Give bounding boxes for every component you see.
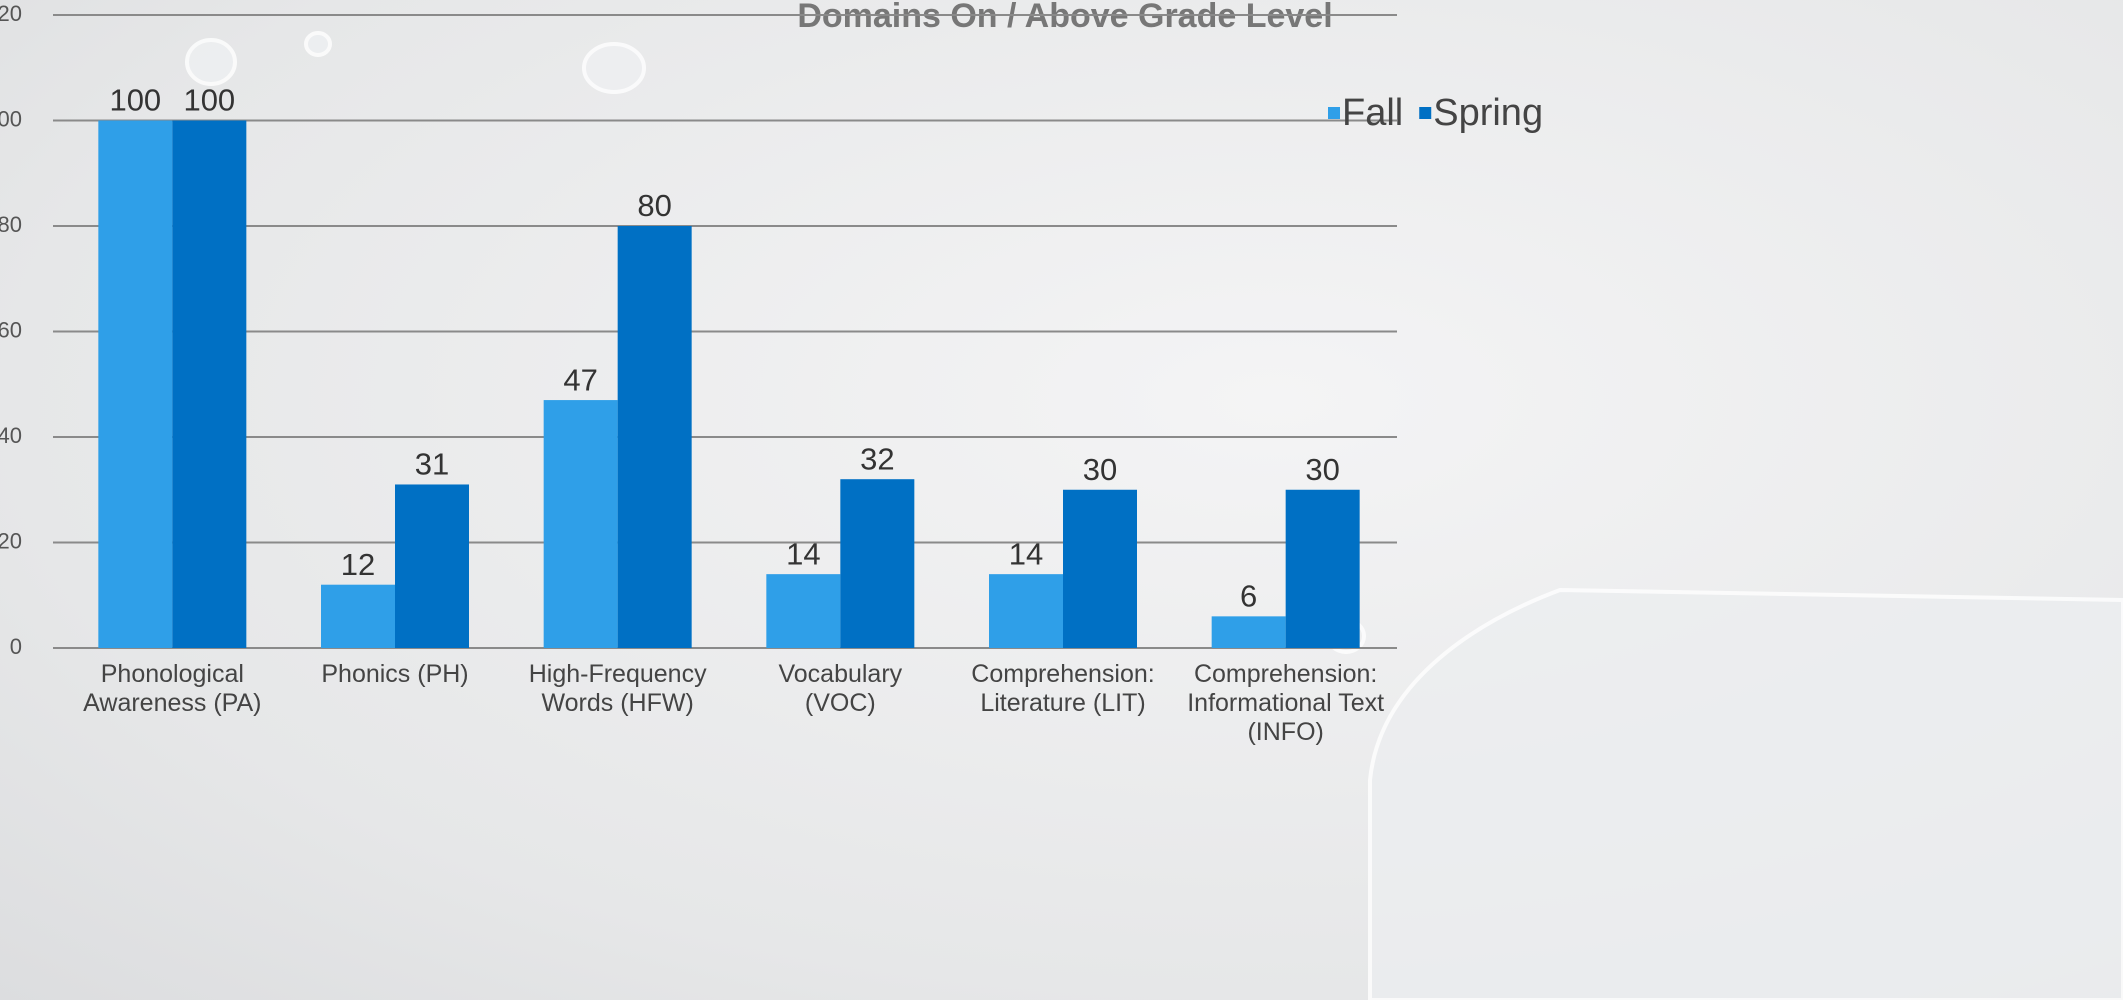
bar [989,574,1063,648]
bar [617,226,692,648]
value-label: 14 [1009,536,1043,571]
y-tick-label: 40 [0,423,22,448]
y-tick-label: 20 [0,528,22,553]
bar [766,574,841,648]
value-label: 30 [1083,452,1117,487]
x-tick-label: Comprehension: Literature (LIT) [971,660,1155,717]
value-label: 12 [341,547,375,582]
legend-label: Spring [1433,92,1543,134]
legend-swatch [1328,107,1340,119]
y-tick-label: 100 [0,106,22,131]
value-label: 6 [1240,579,1257,614]
value-label: 31 [415,447,449,482]
value-label: 47 [563,362,597,397]
bar [1285,489,1360,648]
x-tick-label: High-Frequency Words (HFW) [528,660,707,717]
legend-label: Fall [1342,92,1403,134]
value-label: 80 [637,188,671,223]
x-tick-label: Phonological Awareness (PA) [83,660,262,717]
x-tick-label: Phonics (PH) [321,660,469,688]
value-label: 32 [860,441,894,476]
bar [1063,489,1137,648]
bar [840,479,915,648]
y-tick-label: 80 [0,212,22,237]
value-label: 30 [1305,452,1339,487]
x-tick-label: Vocabulary (VOC) [778,660,903,717]
value-label: 100 [183,83,235,118]
bar [543,400,618,648]
x-tick-label: Comprehension: Informational Text (INFO) [1187,660,1385,746]
y-tick-label: 0 [10,634,22,659]
bar [321,584,395,648]
bar [1211,616,1286,648]
y-tick-label: 60 [0,317,22,342]
value-label: 14 [786,536,820,571]
decoration [185,31,2123,1000]
bar [98,120,173,648]
chart-title: Domains On / Above Grade Level [797,0,1332,35]
bar [395,484,469,648]
bar [172,120,247,648]
value-label: 100 [109,83,161,118]
y-tick-label: 120 [0,1,22,26]
legend-swatch [1419,107,1432,119]
